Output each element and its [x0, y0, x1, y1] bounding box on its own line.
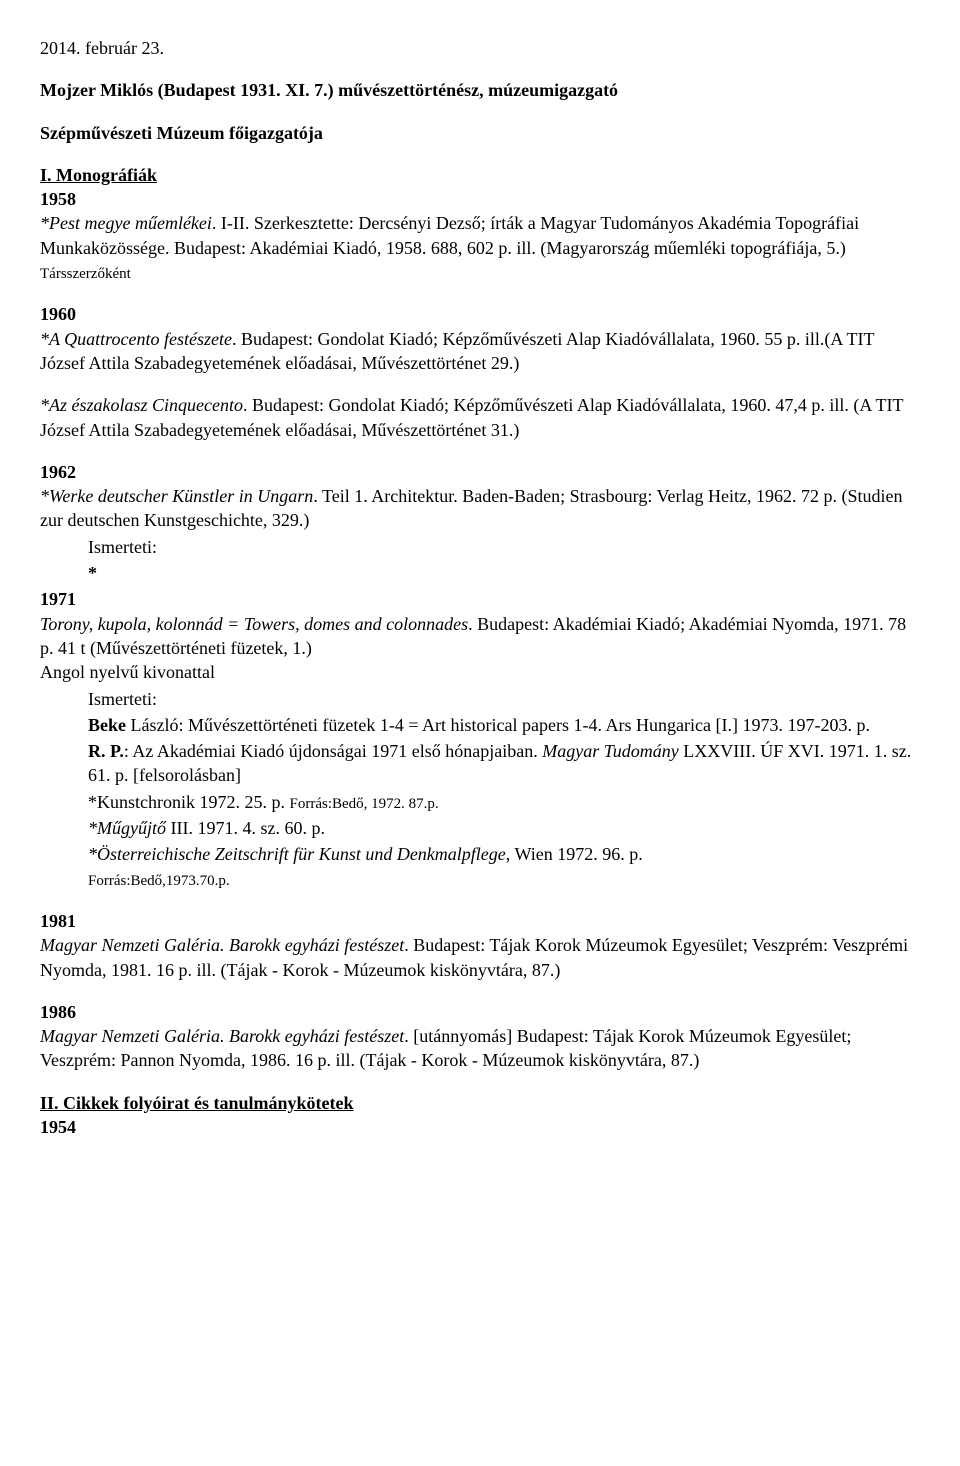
year-1971: 1971	[40, 589, 76, 609]
pest-tail: Társszerzőként	[40, 266, 131, 282]
year-1981: 1981	[40, 911, 76, 931]
oster-title: *Österreichische Zeitschrift für Kunst u…	[88, 844, 506, 864]
cinque-title: *Az északolasz Cinquecento	[40, 395, 243, 415]
galeria81-title: Magyar Nemzeti Galéria. Barokk egyházi f…	[40, 935, 404, 955]
mugyujto-body: III. 1971. 4. sz. 60. p.	[166, 818, 325, 838]
beke-body: László: Művészettörténeti füzetek 1-4 = …	[126, 715, 870, 735]
kunstchronik-small: Forrás:Bedő, 1972. 87.p.	[290, 796, 439, 812]
year-1958: 1958	[40, 189, 76, 209]
section-2-heading: II. Cikkek folyóirat és tanulmánykötetek	[40, 1093, 354, 1113]
beke-name: Beke	[88, 715, 126, 735]
oster-small: Forrás:Bedő,1973.70.p.	[88, 873, 230, 889]
asterisk-1: *	[40, 561, 920, 585]
oster-body: , Wien 1972. 96. p.	[506, 844, 643, 864]
year-1986: 1986	[40, 1002, 76, 1022]
torony-title: Torony, kupola, kolonnád = Towers, domes…	[40, 614, 468, 634]
werke-title: *Werke deutscher Künstler in Ungarn	[40, 486, 313, 506]
galeria86-title: Magyar Nemzeti Galéria. Barokk egyházi f…	[40, 1026, 404, 1046]
rp-body-1: : Az Akadémiai Kiadó újdonságai 1971 els…	[124, 741, 542, 761]
ismerteti-1: Ismerteti:	[40, 535, 920, 559]
year-1962: 1962	[40, 462, 76, 482]
kunstchronik: *Kunstchronik 1972. 25. p.	[88, 792, 290, 812]
mugyujto-title: *Műgyűjtő	[88, 818, 166, 838]
rp-name: R. P.	[88, 741, 124, 761]
header-date: 2014. február 23.	[40, 36, 920, 60]
rp-italic: Magyar Tudomány	[542, 741, 679, 761]
author-name: Mojzer Miklós (Budapest 1931. XI. 7.) mű…	[40, 78, 920, 102]
year-1954: 1954	[40, 1117, 76, 1137]
author-role: Szépművészeti Múzeum főigazgatója	[40, 121, 920, 145]
year-1960: 1960	[40, 304, 76, 324]
section-1-heading: I. Monográfiák	[40, 165, 157, 185]
pest-title: *Pest megye műemlékei	[40, 213, 212, 233]
angol-note: Angol nyelvű kivonattal	[40, 662, 215, 682]
quattro-title: *A Quattrocento festészete	[40, 329, 232, 349]
ismerteti-2: Ismerteti:	[40, 687, 920, 711]
